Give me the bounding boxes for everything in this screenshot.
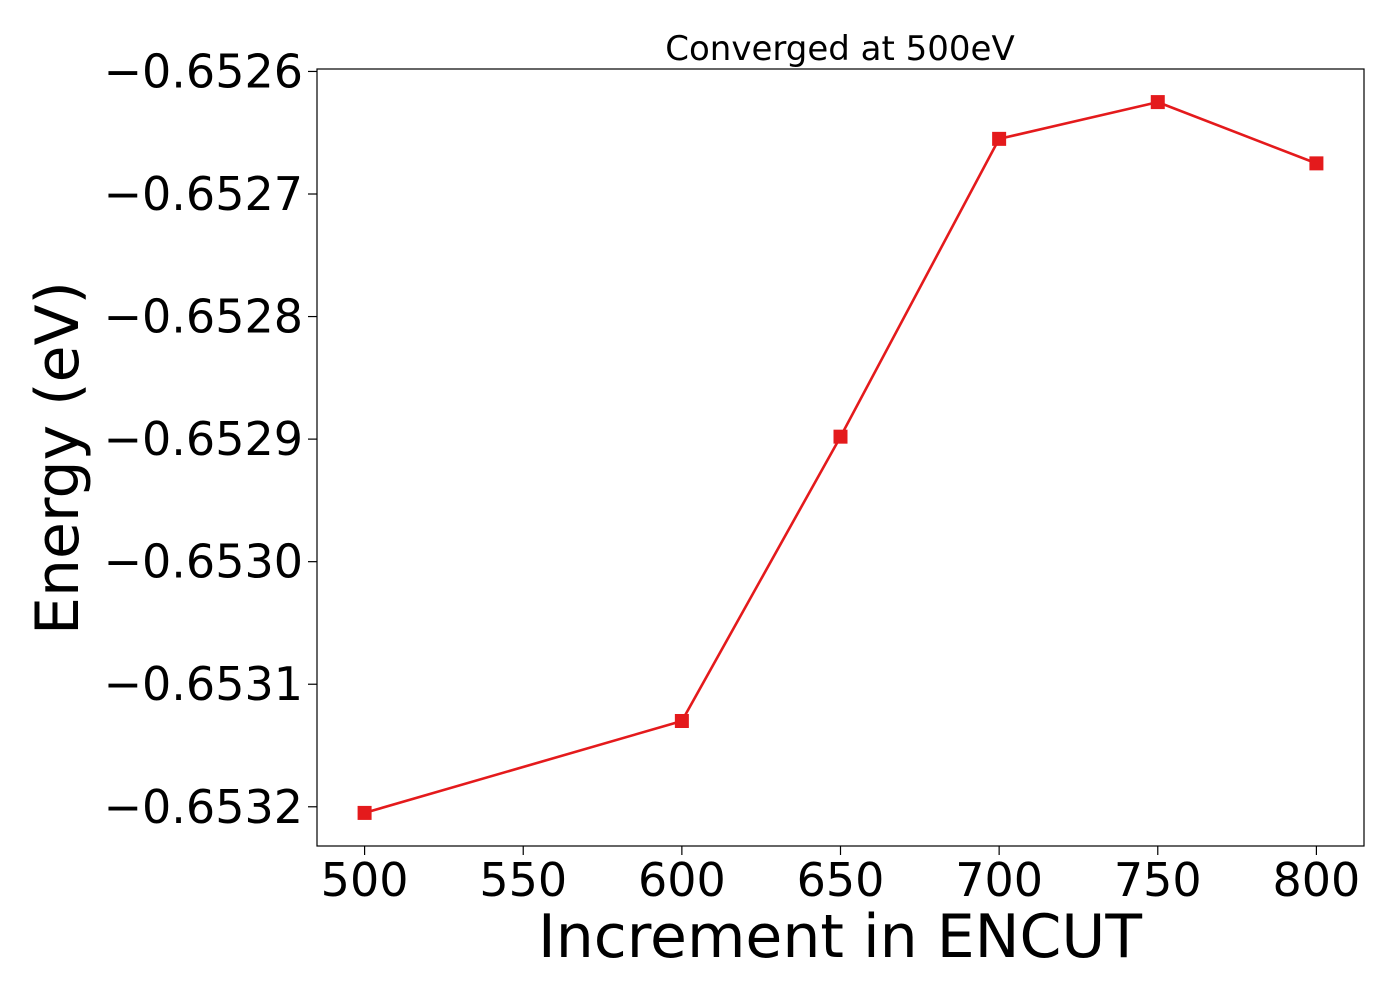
x-tick-label: 650	[797, 853, 885, 907]
data-point-marker	[992, 131, 1007, 146]
y-tick-label: −0.6532	[104, 780, 304, 834]
data-point-marker	[1150, 95, 1165, 110]
plot-frame	[316, 68, 1365, 847]
y-axis-label: Energy (eV)	[23, 281, 93, 635]
x-tick-label: 800	[1273, 853, 1361, 907]
x-tick-label: 700	[955, 853, 1043, 907]
data-point-marker	[674, 713, 689, 728]
x-tick-label: 600	[638, 853, 726, 907]
y-tick-label: −0.6529	[104, 412, 304, 466]
x-tick-label: 550	[479, 853, 567, 907]
y-axis-ticks: −0.6532 −0.6531 −0.6530 −0.6529 −0.6528 −0.65…	[104, 44, 317, 834]
series-group	[357, 95, 1324, 820]
y-tick-label: −0.6526	[104, 44, 304, 98]
data-point-marker	[357, 805, 372, 820]
chart-title: Converged at 500eV	[665, 29, 1014, 69]
series-line	[364, 100, 1317, 815]
y-tick-label: −0.6531	[104, 657, 304, 711]
x-tick-label: 750	[1114, 853, 1202, 907]
y-tick-label: −0.6527	[104, 167, 304, 221]
x-axis-ticks: 500 550 600 650 700 750 800	[321, 846, 1361, 907]
y-tick-label: −0.6528	[104, 290, 304, 344]
y-tick-label: −0.6530	[104, 535, 304, 589]
x-tick-label: 500	[321, 853, 409, 907]
x-axis-label: Increment in ENCUT	[538, 902, 1142, 972]
data-point-marker	[1309, 156, 1324, 171]
data-point-marker	[833, 429, 848, 444]
